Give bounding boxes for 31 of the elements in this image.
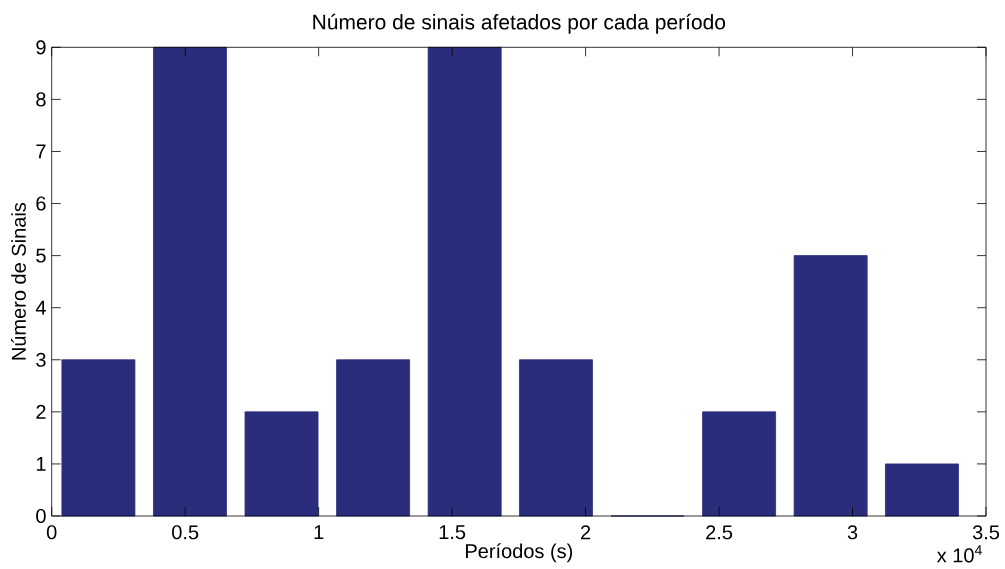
x-tick-label: 3.5	[972, 525, 1000, 540]
y-tick-label: 6	[36, 196, 46, 211]
y-tick-label: 9	[36, 40, 46, 55]
text: x 10$^{4}$	[936, 545, 982, 563]
y-tick-label: 2	[36, 404, 46, 419]
bar	[244, 411, 319, 517]
bar	[153, 46, 227, 517]
x-tick-label: 0.5	[172, 525, 199, 540]
y-tick-label: 0	[36, 508, 46, 524]
y-tick-label: 1	[36, 457, 46, 471]
y-tick-label: 5	[36, 248, 46, 263]
x-axis-title: Períodos (s)	[466, 543, 573, 563]
x-tick-label: 2.5	[706, 525, 733, 540]
bar	[885, 463, 959, 517]
y-tick-label: 3	[36, 352, 46, 367]
bar	[793, 255, 868, 517]
bar	[702, 411, 776, 517]
x-tick-label: 2	[581, 525, 591, 540]
bar	[336, 359, 411, 517]
x-tick-label: 1	[314, 525, 324, 539]
chart-title: Número de sinais afetados por cada período	[313, 13, 726, 34]
y-tick-label: 8	[36, 92, 46, 107]
bar	[427, 46, 502, 517]
y-tick-label: 4	[35, 300, 46, 315]
x-tick-label: 3	[847, 525, 858, 540]
y-tick-label: 7	[36, 144, 46, 159]
y-axis-title: Número de Sinais	[10, 202, 26, 360]
x-tick-label: 1.5	[439, 525, 466, 540]
bar	[519, 359, 593, 517]
x-tick-label: 0	[46, 525, 57, 540]
bar	[61, 359, 136, 517]
